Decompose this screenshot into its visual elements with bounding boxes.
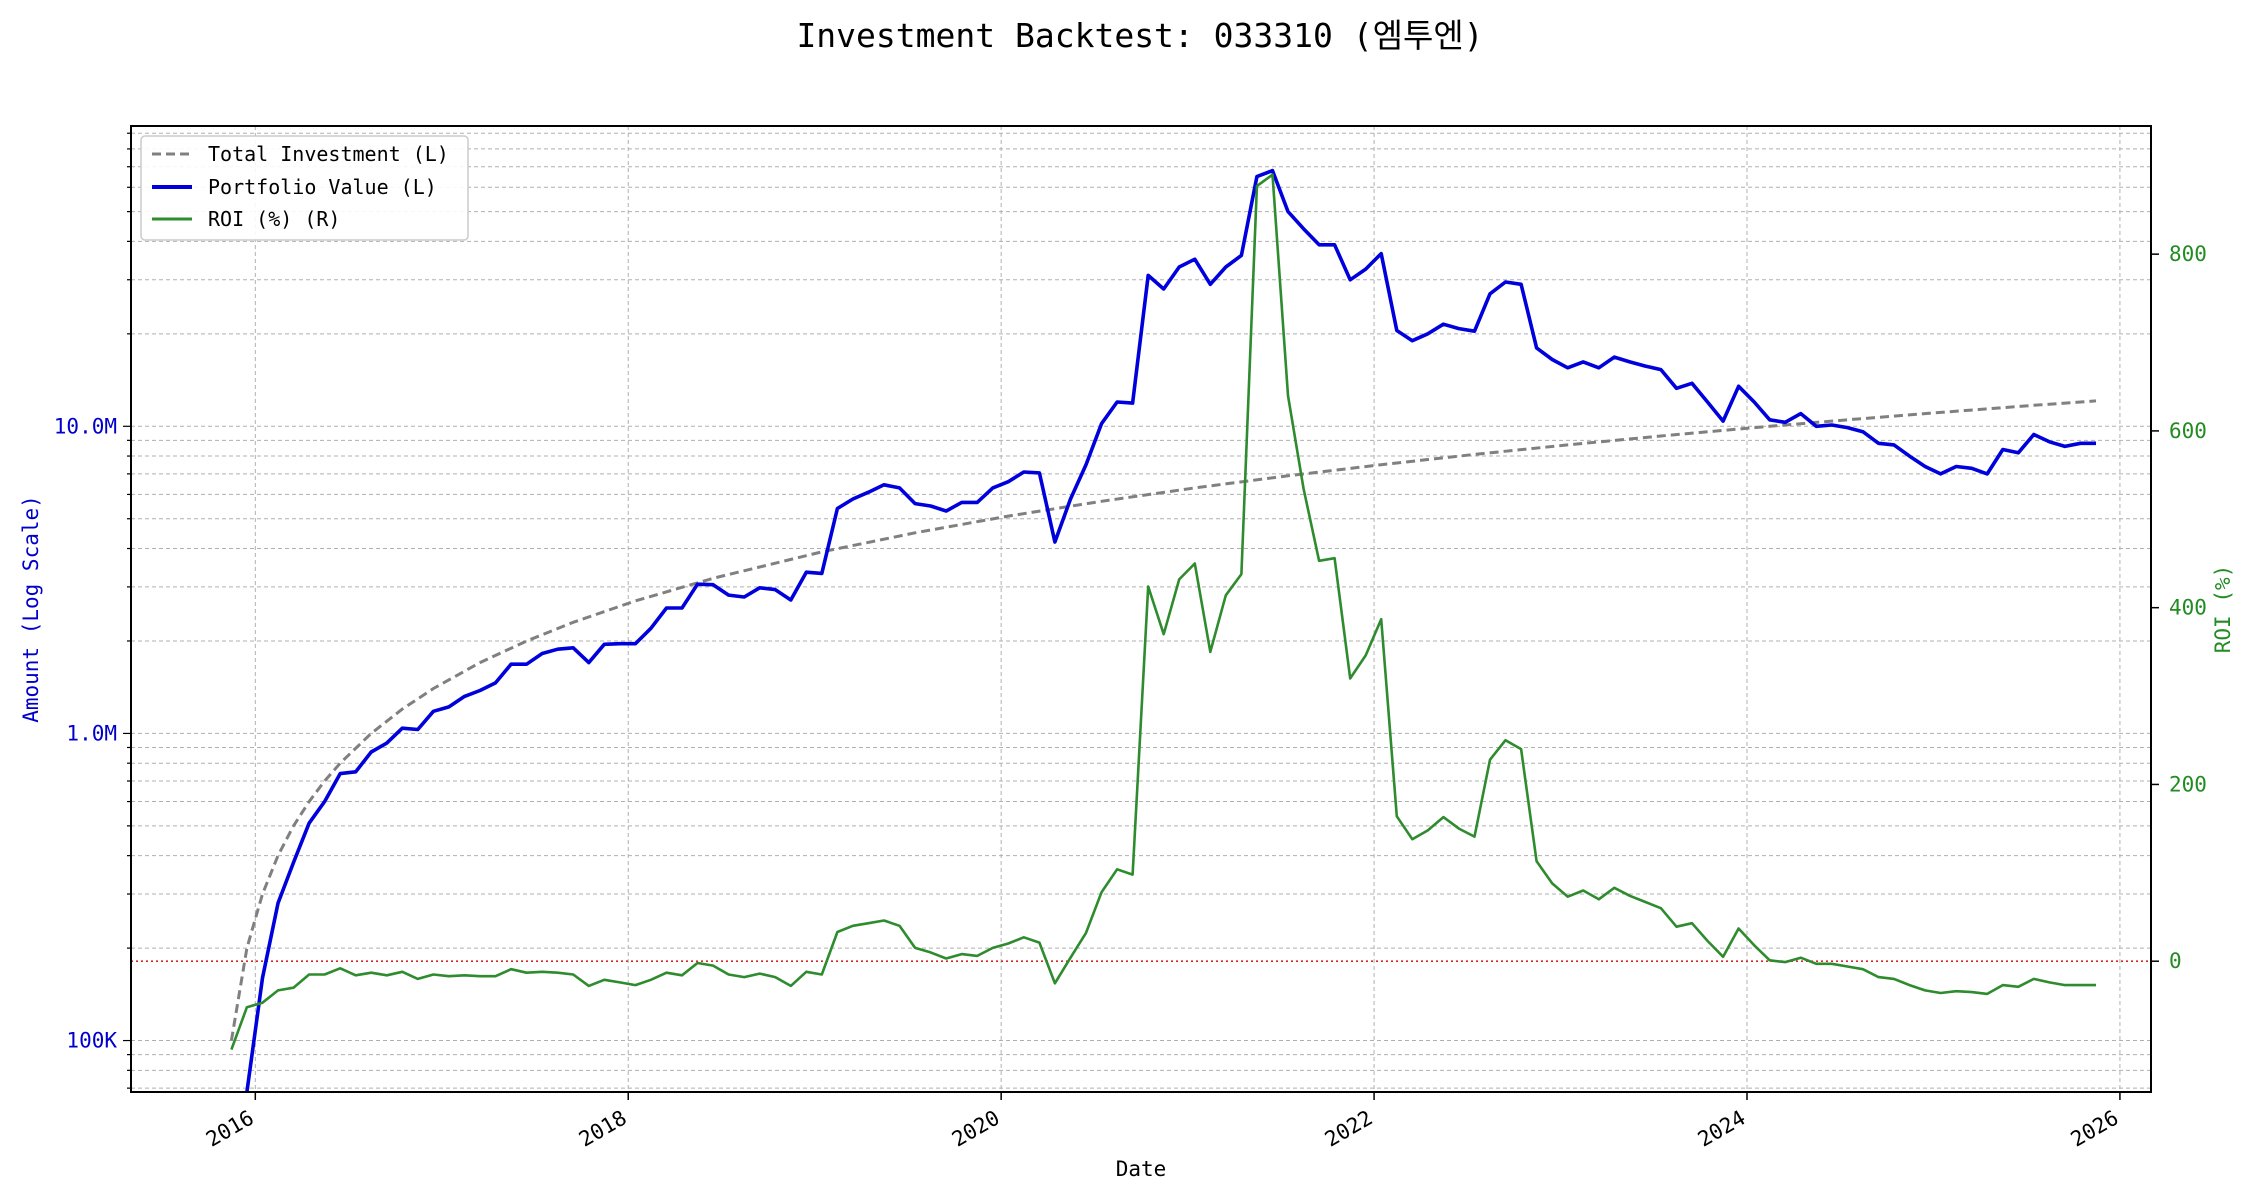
x-tick-label: 2018 (575, 1106, 631, 1152)
legend-label-roi: ROI (%) (R) (208, 207, 340, 231)
legend-label-portfolio-value: Portfolio Value (L) (208, 175, 437, 199)
legend: Total Investment (L) Portfolio Value (L)… (140, 135, 469, 241)
x-tick-label: 2016 (202, 1106, 258, 1152)
y-right-tick-label: 400 (2169, 596, 2207, 620)
y-left-tick-label: 1.0M (66, 721, 117, 745)
x-tick-label: 2022 (1321, 1106, 1377, 1152)
y-right-tick-label: 600 (2169, 419, 2207, 443)
y-right-tick-label: 200 (2169, 772, 2207, 796)
y-left-axis: 100K 1.0M 10.0M (54, 132, 131, 1089)
series-layer (229, 168, 2097, 1093)
legend-box (140, 135, 469, 241)
portfolio-value-line (245, 168, 2096, 1093)
y-right-tick-label: 800 (2169, 242, 2207, 266)
total-investment-line (229, 399, 2097, 1041)
y-right-tick-label: 0 (2169, 949, 2182, 973)
x-tick-label: 2026 (2067, 1106, 2123, 1152)
y-left-tick-label: 10.0M (54, 414, 117, 438)
y-left-axis-title: Amount (Log Scale) (19, 495, 43, 723)
x-tick-label: 2020 (948, 1106, 1004, 1152)
x-axis: 2016 2018 2020 2022 2024 2026 (202, 1092, 2122, 1152)
y-left-tick-label: 100K (66, 1029, 117, 1053)
y-right-axis-title: ROI (%) (2211, 565, 2235, 654)
x-tick-label: 2024 (1694, 1106, 1750, 1152)
grid (131, 126, 2151, 1092)
plot-frame (130, 125, 2152, 1093)
y-right-axis: 0 200 400 600 800 (2151, 242, 2207, 973)
chart-title: Investment Backtest: 033310 (엠투엔) (796, 16, 1483, 55)
roi-line (230, 173, 2096, 1051)
legend-label-total-investment: Total Investment (L) (208, 142, 449, 166)
x-axis-title: Date (1116, 1157, 1167, 1181)
